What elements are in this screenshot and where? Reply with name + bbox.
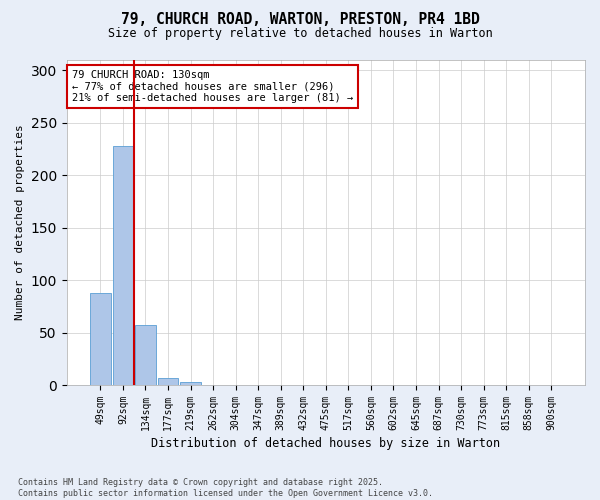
Bar [181,382,200,385]
Text: Contains HM Land Registry data © Crown copyright and database right 2025.
Contai: Contains HM Land Registry data © Crown c… [18,478,433,498]
Bar [113,146,133,385]
Text: Size of property relative to detached houses in Warton: Size of property relative to detached ho… [107,28,493,40]
Y-axis label: Number of detached properties: Number of detached properties [15,124,25,320]
Bar [136,326,155,385]
Text: 79 CHURCH ROAD: 130sqm
← 77% of detached houses are smaller (296)
21% of semi-de: 79 CHURCH ROAD: 130sqm ← 77% of detached… [72,70,353,103]
Bar [90,293,110,385]
Text: 79, CHURCH ROAD, WARTON, PRESTON, PR4 1BD: 79, CHURCH ROAD, WARTON, PRESTON, PR4 1B… [121,12,479,28]
Bar [158,378,178,385]
X-axis label: Distribution of detached houses by size in Warton: Distribution of detached houses by size … [151,437,500,450]
